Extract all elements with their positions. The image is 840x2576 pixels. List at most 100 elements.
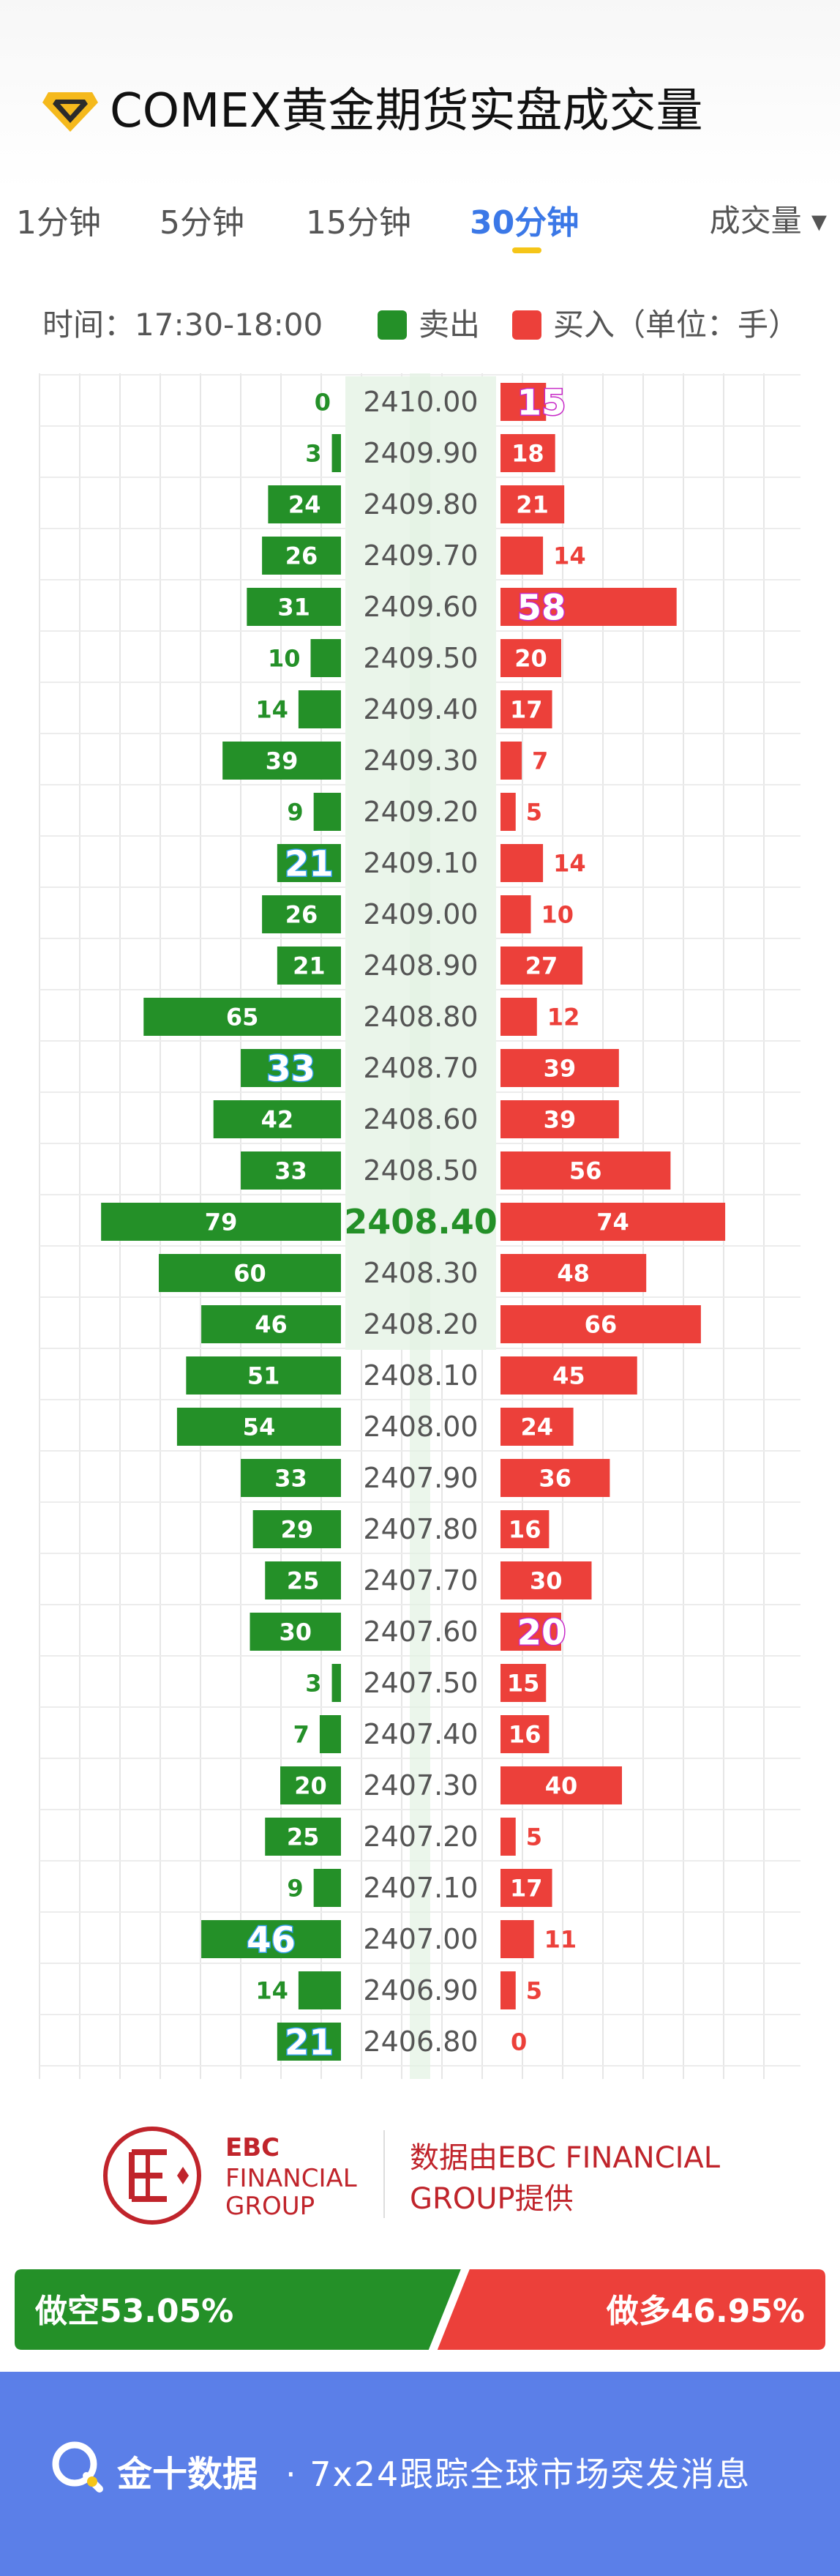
buy-value-label: 17: [510, 1875, 543, 1903]
price-label: 2409.70: [363, 540, 478, 572]
buy-bar: [500, 1151, 671, 1190]
short-ratio-label: 做空53.05%: [34, 2293, 233, 2330]
sell-value-label: 33: [266, 1048, 315, 1089]
header: COMEX黄金期货实盘成交量: [0, 0, 840, 190]
long-short-ratio-bar: 做空53.05% 做多46.95%: [15, 2269, 825, 2350]
buy-bar: [500, 1305, 701, 1343]
short-ratio-fill: [15, 2269, 461, 2350]
sell-value-label: 20: [294, 1772, 327, 1800]
price-label: 2409.60: [363, 591, 478, 623]
buy-value-label: 16: [509, 1516, 541, 1544]
ebc-emblem-icon: [103, 2127, 201, 2225]
sell-bar: [176, 1408, 341, 1446]
tab-30min[interactable]: 30分钟: [470, 204, 580, 242]
tab-15min[interactable]: 15分钟: [306, 204, 411, 242]
long-ratio-label: 做多46.95%: [606, 2293, 805, 2330]
buy-value-label: 5: [526, 1823, 542, 1851]
price-label: 2408.20: [363, 1308, 478, 1340]
footer-banner: 金十数据 · 7x24跟踪全球市场突发消息: [0, 2372, 840, 2576]
buy-bar: [500, 1510, 550, 1548]
price-label: 2409.00: [363, 898, 478, 930]
sell-bar: [280, 1766, 341, 1804]
tab-5min[interactable]: 5分钟: [160, 204, 244, 242]
buy-value-label: 20: [514, 645, 547, 673]
buy-value-label: 39: [544, 1055, 577, 1083]
sell-value-label: 3: [305, 440, 321, 468]
buy-bar: [500, 1766, 622, 1804]
brand-divider: [383, 2130, 385, 2218]
buy-value-label: 0: [511, 2028, 527, 2056]
price-label: 2406.90: [363, 1974, 478, 2006]
sell-value-label: 21: [285, 2022, 334, 2063]
buy-value-label: 39: [544, 1106, 577, 1134]
sell-bar: [159, 1254, 341, 1292]
sell-bar: [241, 1049, 341, 1087]
price-label: 2407.70: [363, 1564, 478, 1597]
footer-tagline: · 7x24跟踪全球市场突发消息: [285, 2454, 751, 2494]
sell-bar: [143, 998, 341, 1036]
buy-bar: [500, 383, 547, 421]
price-column-stripe: [410, 373, 430, 2079]
price-label: 2408.30: [363, 1257, 478, 1289]
sell-bar: [298, 1971, 341, 2009]
buy-bar: [500, 998, 537, 1036]
buy-bar: [500, 742, 522, 780]
price-label: 2407.80: [363, 1513, 478, 1545]
sell-value-label: 24: [288, 491, 321, 519]
buy-bar: [500, 1715, 550, 1753]
price-label: 2410.00: [363, 386, 478, 418]
sell-value-label: 21: [293, 952, 326, 980]
sell-value-label: 29: [281, 1516, 314, 1544]
buy-value-label: 14: [553, 850, 586, 878]
footer-brand: 金十数据: [117, 2454, 258, 2495]
price-label: 2408.00: [363, 1411, 478, 1443]
sell-value-label: 42: [261, 1106, 294, 1134]
sell-value-label: 65: [226, 1004, 259, 1031]
price-label: 2408.10: [363, 1359, 478, 1392]
sell-bar: [222, 742, 341, 780]
price-label: 2409.80: [363, 488, 478, 520]
sell-bar: [268, 485, 341, 523]
tab-1min[interactable]: 1分钟: [16, 204, 101, 242]
price-label: 2408.80: [363, 1001, 478, 1033]
buy-value-label: 21: [516, 491, 549, 519]
sell-value-label: 26: [285, 901, 318, 929]
buy-value-label: 48: [557, 1260, 590, 1288]
price-label: 2407.30: [363, 1769, 478, 1802]
buy-bar: [500, 793, 516, 831]
buy-value-label: 66: [585, 1311, 618, 1339]
buy-legend-label: 买入（单位：手）: [553, 307, 800, 343]
buy-bar: [500, 1356, 637, 1395]
buy-value-label: 24: [521, 1414, 554, 1441]
price-label: 2407.10: [363, 1872, 478, 1904]
timeframe-tabs: 1分钟 5分钟 15分钟 30分钟 成交量 ▾: [0, 196, 840, 255]
sell-value-label: 31: [277, 594, 310, 621]
sell-value-label: 14: [255, 696, 288, 724]
sell-swatch: [378, 310, 407, 340]
buy-value-label: 45: [552, 1362, 585, 1390]
price-label: 2407.00: [363, 1923, 478, 1955]
buy-value-label: 15: [507, 1670, 540, 1698]
buy-bar: [500, 1869, 552, 1907]
sell-value-label: 25: [287, 1823, 320, 1851]
buy-bar: [500, 434, 555, 472]
buy-value-label: 16: [509, 1721, 541, 1749]
price-label: 2409.30: [363, 744, 478, 777]
sell-value-label: 79: [205, 1209, 238, 1236]
buy-bar: [500, 1100, 619, 1138]
sell-bar: [319, 1715, 341, 1753]
buy-bar: [500, 1049, 619, 1087]
volume-dropdown[interactable]: 成交量 ▾: [709, 203, 827, 239]
price-label: 2407.40: [363, 1718, 478, 1750]
ebc-logo-line3: GROUP: [225, 2192, 315, 2221]
sell-value-label: 33: [274, 1157, 307, 1185]
buy-bar: [500, 844, 544, 882]
buy-bar: [500, 1613, 561, 1651]
price-label: 2409.50: [363, 642, 478, 674]
buy-value-label: 10: [541, 901, 574, 929]
sell-value-label: 60: [233, 1260, 266, 1288]
buy-value-label: 7: [532, 747, 548, 775]
sell-bar: [277, 2023, 341, 2061]
buy-value-label: 15: [517, 382, 566, 423]
buy-bar: [500, 1664, 547, 1702]
